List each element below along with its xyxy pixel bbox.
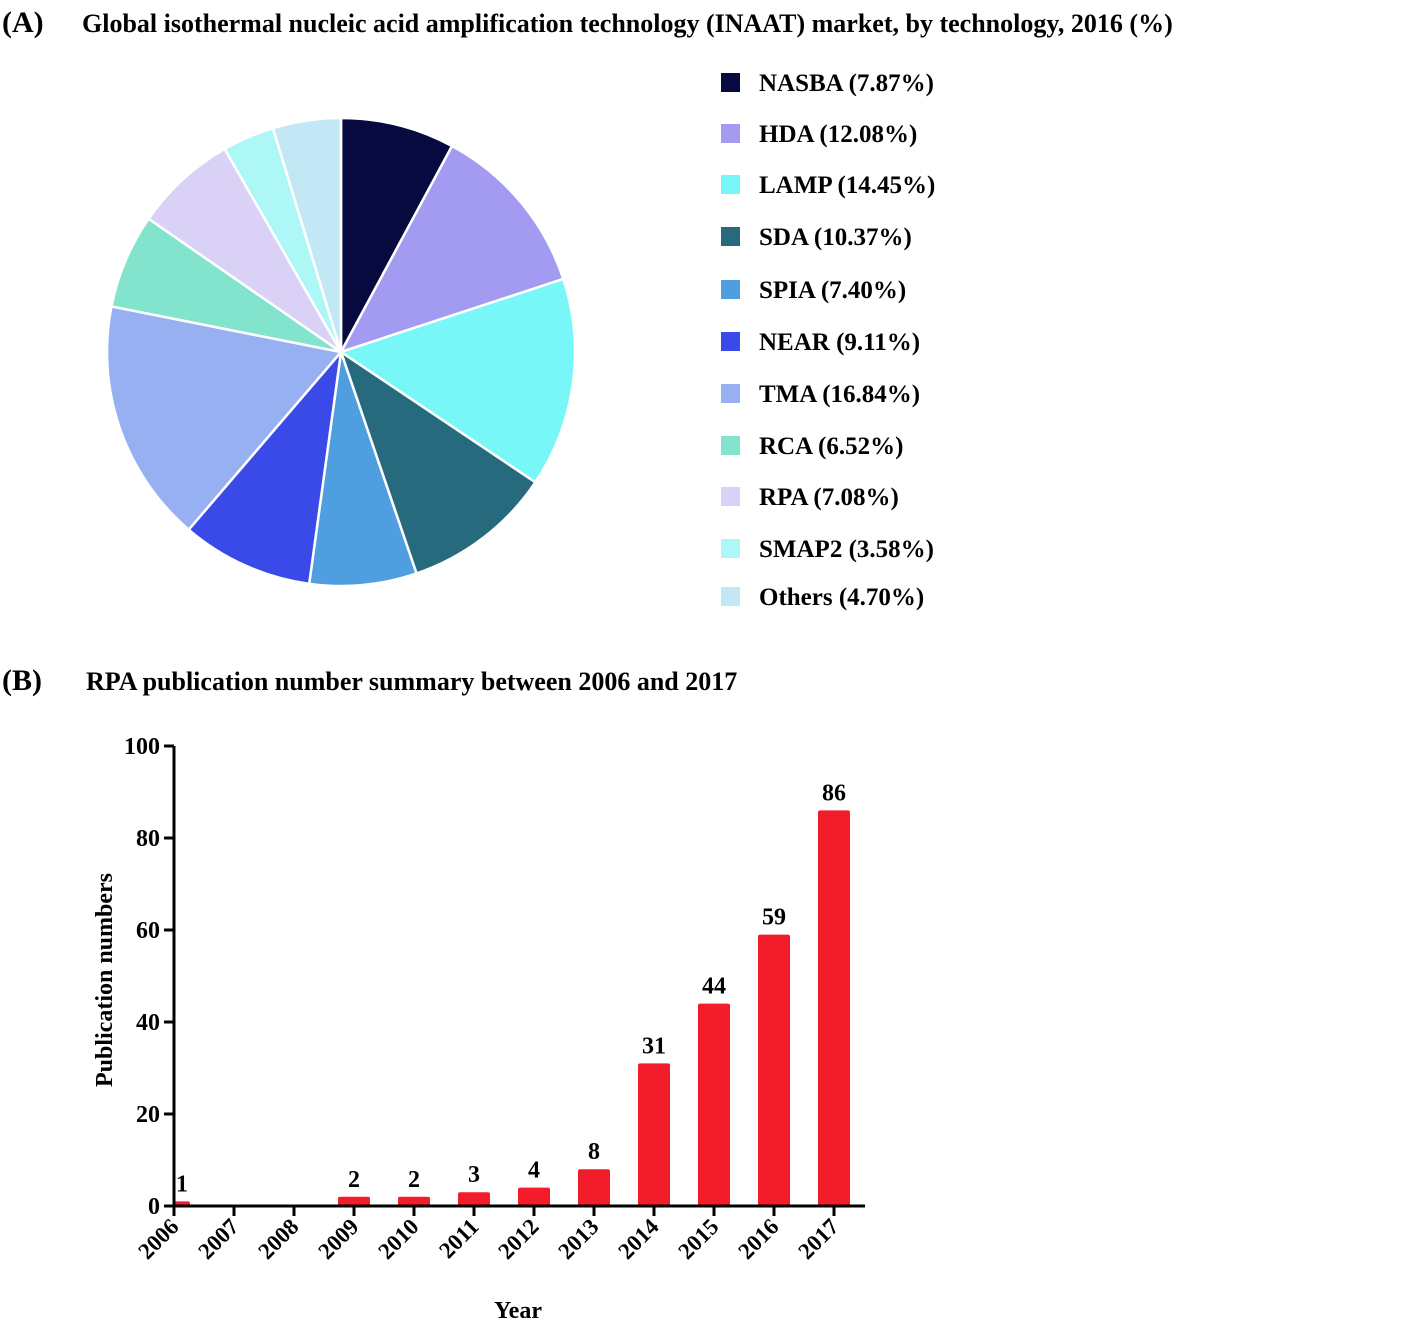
bar-value-label-2013: 8 — [588, 1139, 600, 1165]
legend-swatch — [721, 280, 740, 299]
x-tick-label-2013: 2013 — [553, 1214, 603, 1264]
legend-label: NEAR (9.11%) — [759, 329, 920, 356]
pie-slice-sda — [338, 348, 538, 576]
legend-label: HDA (12.08%) — [759, 121, 917, 148]
bar-value-label-2014: 31 — [642, 1033, 666, 1059]
legend-item-near: NEAR (9.11%) — [721, 329, 920, 356]
bar-value-label-2010: 2 — [408, 1167, 420, 1193]
legend-swatch — [721, 124, 740, 143]
legend-item-lamp: LAMP (14.45%) — [721, 172, 935, 199]
pie-slices — [105, 116, 577, 588]
legend-label: SPIA (7.40%) — [759, 277, 906, 304]
bar-2014 — [638, 1063, 670, 1206]
pie-slice-spia — [307, 351, 419, 588]
bar-value-label-2015: 44 — [702, 974, 726, 1000]
y-tick-label-0: 0 — [148, 1194, 160, 1220]
x-tick-label-2009: 2009 — [313, 1214, 363, 1264]
legend-label: SDA (10.37%) — [759, 224, 912, 251]
pie-slice-lamp — [338, 277, 577, 485]
legend-item-smap2: SMAP2 (3.58%) — [721, 536, 934, 563]
legend-item-spia: SPIA (7.40%) — [721, 277, 906, 304]
legend-item-hda: HDA (12.08%) — [721, 121, 917, 148]
legend-label: LAMP (14.45%) — [759, 172, 935, 199]
legend-item-others: Others (4.70%) — [721, 584, 924, 611]
panel-a: (A) Global isothermal nucleic acid ampli… — [2, 6, 1173, 611]
bar-value-label-2009: 2 — [348, 1167, 360, 1193]
legend-swatch — [721, 332, 740, 351]
x-tick-label-2014: 2014 — [613, 1214, 664, 1265]
bar-2015 — [698, 1003, 730, 1206]
bar-2016 — [758, 934, 790, 1206]
bar-value-label-2011: 3 — [468, 1162, 480, 1188]
pie-slice-nasba — [339, 116, 454, 353]
x-tick-label-2007: 2007 — [193, 1214, 243, 1264]
bar-2011 — [458, 1192, 490, 1206]
legend-item-sda: SDA (10.37%) — [721, 224, 912, 251]
legend-swatch — [721, 587, 740, 606]
legend-label: TMA (16.84%) — [759, 381, 920, 408]
bar-chart-title: RPA publication number summary between 2… — [86, 667, 737, 696]
pie-slice-near — [186, 347, 343, 586]
bar-value-label-2006: 1 — [176, 1171, 188, 1197]
y-tick-label-40: 40 — [136, 1010, 160, 1036]
x-tick-label-2008: 2008 — [253, 1214, 303, 1264]
y-tick-label-100: 100 — [124, 734, 160, 760]
legend-swatch — [721, 539, 740, 558]
bar-2017 — [818, 810, 850, 1206]
legend-swatch — [721, 384, 740, 403]
pie-slice-tma — [105, 304, 344, 532]
bar-2010 — [398, 1196, 430, 1206]
x-tick-label-2017: 2017 — [793, 1214, 843, 1264]
pie-chart-title: Global isothermal nucleic acid amplifica… — [82, 9, 1173, 38]
panel-a-label: (A) — [2, 6, 44, 39]
legend-label: RPA (7.08%) — [759, 484, 899, 511]
pie-slice-others — [271, 116, 343, 353]
legend-item-nasba: NASBA (7.87%) — [721, 70, 934, 97]
legend-swatch — [721, 487, 740, 506]
bar-value-label-2012: 4 — [528, 1158, 540, 1184]
x-tick-label-2006: 2006 — [133, 1214, 183, 1264]
legend-swatch — [721, 175, 740, 194]
legend-swatch — [721, 73, 740, 92]
pie-slice-hda — [338, 144, 565, 355]
x-axis-title: Year — [494, 1298, 542, 1323]
x-tick-label-2011: 2011 — [434, 1214, 483, 1263]
x-tick-label-2010: 2010 — [373, 1214, 423, 1264]
legend-item-rpa: RPA (7.08%) — [721, 484, 899, 511]
y-tick-label-20: 20 — [136, 1102, 160, 1128]
x-tick-label-2015: 2015 — [673, 1214, 723, 1264]
y-tick-label-60: 60 — [136, 918, 160, 944]
legend-item-tma: TMA (16.84%) — [721, 381, 920, 408]
legend-label: SMAP2 (3.58%) — [759, 536, 934, 563]
panel-b: (B) RPA publication number summary betwe… — [2, 664, 865, 1323]
y-tick-label-80: 80 — [136, 826, 160, 852]
legend-label: NASBA (7.87%) — [759, 70, 934, 97]
bar-2012 — [518, 1187, 550, 1206]
x-tick-label-2012: 2012 — [493, 1214, 543, 1264]
pie-slice-rpa — [146, 147, 343, 354]
bar-value-label-2017: 86 — [822, 780, 846, 806]
legend-item-rca: RCA (6.52%) — [721, 433, 903, 460]
legend-label: RCA (6.52%) — [759, 433, 903, 460]
panel-b-label: (B) — [2, 664, 42, 697]
legend-label: Others (4.70%) — [759, 584, 924, 611]
legend-swatch — [721, 227, 740, 246]
x-tick-label-2016: 2016 — [733, 1214, 783, 1264]
legend-swatch — [721, 436, 740, 455]
y-axis-title: Publication numbers — [92, 873, 118, 1087]
bar-value-label-2016: 59 — [762, 905, 786, 931]
pie-legend: NASBA (7.87%) HDA (12.08%) LAMP (14.45%) SD… — [721, 70, 935, 611]
bar-2009 — [338, 1196, 370, 1206]
bar-2013 — [578, 1169, 610, 1206]
